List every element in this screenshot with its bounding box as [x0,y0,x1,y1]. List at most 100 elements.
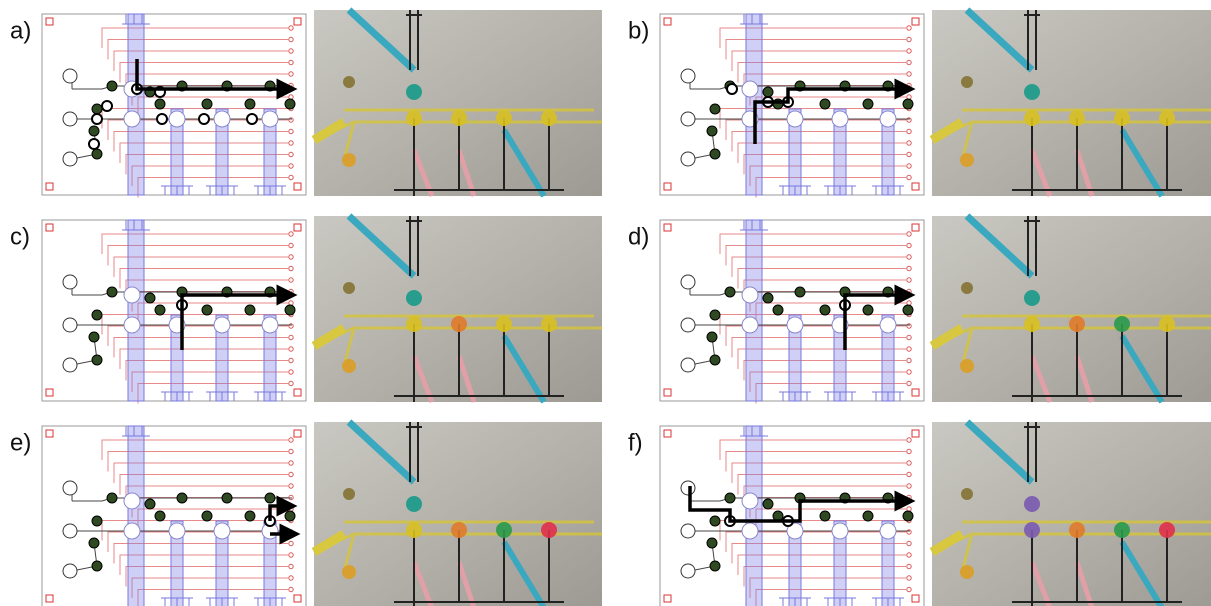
chamber-dye [1024,84,1040,100]
inlet-dot [343,76,355,88]
closed-valve [265,493,275,503]
chamber-dye [496,316,512,332]
chamber [262,317,278,333]
chamber [742,317,758,333]
closed-valve [177,493,187,503]
closed-valve [707,332,717,342]
inlet-dot [961,282,973,294]
chamber-dye [1024,110,1040,126]
closed-valve [92,149,102,159]
open-valve [89,139,99,149]
chamber [262,111,278,127]
chamber-dye [451,316,467,332]
chamber-dye [406,522,422,538]
red-port [289,129,293,133]
chamber [880,523,896,539]
closed-valve [89,126,99,136]
chamber-dye [1024,496,1040,512]
red-port [289,587,293,591]
red-port [907,175,911,179]
red-port [907,484,911,488]
closed-valve [903,511,913,521]
photo [314,216,602,402]
closed-valve [285,511,295,521]
red-port [289,449,293,453]
red-port [289,278,293,282]
photo [314,422,602,606]
chamber-dye [1069,316,1085,332]
chamber-dye [1069,522,1085,538]
red-port [907,530,911,534]
closed-valve [707,538,717,548]
chamber [880,111,896,127]
closed-valve [710,561,720,571]
inlet [681,564,695,578]
open-valve [157,114,167,124]
panel-label: c) [10,223,30,250]
red-port [289,335,293,339]
closed-valve [245,305,255,315]
blue-band [128,426,144,606]
closed-valve [222,493,232,503]
blue-band [746,426,762,606]
open-valve [92,114,102,124]
red-port [907,49,911,53]
chamber-dye [406,84,422,100]
chamber [787,111,803,127]
inlet-dot [342,565,356,579]
schematic [660,220,924,404]
inlet-dot [342,359,356,373]
chamber-dye [1159,110,1175,126]
red-port [907,449,911,453]
inlet-dot [960,153,974,167]
blue-band [128,14,144,195]
red-port [907,129,911,133]
photo [932,216,1211,402]
closed-valve [725,493,735,503]
closed-valve [155,511,165,521]
chamber [880,317,896,333]
red-port [289,152,293,156]
chamber-dye [496,110,512,126]
inlet-dot [961,488,973,500]
inlet [681,112,695,126]
open-valve [727,84,737,94]
red-port [907,576,911,580]
inlet-dot [960,565,974,579]
photo-bg [932,422,1211,606]
chamber-dye [1114,522,1130,538]
chamber [214,523,230,539]
panel-label: a) [10,17,31,44]
closed-valve [92,104,102,114]
schematic [660,14,924,198]
red-port [907,118,911,122]
inlet-dot [342,153,356,167]
red-port [289,118,293,122]
panel: b) [628,10,1211,198]
closed-valve [202,99,212,109]
closed-valve [92,561,102,571]
inlet [63,112,77,126]
red-port [289,461,293,465]
closed-valve [710,355,720,365]
chamber [742,81,758,97]
closed-valve [145,293,155,303]
red-port [907,335,911,339]
closed-valve [707,126,717,136]
inlet-dot [343,488,355,500]
closed-valve [710,149,720,159]
closed-valve [903,305,913,315]
chamber-dye [451,522,467,538]
closed-valve [763,293,773,303]
red-port [907,266,911,270]
closed-valve [710,310,720,320]
closed-valve [773,305,783,315]
red-port [907,347,911,351]
inlet-dot [960,359,974,373]
chamber [124,493,140,509]
inlet-dot [961,76,973,88]
red-port [907,381,911,385]
red-port [907,60,911,64]
chamber-dye [406,496,422,512]
red-port [907,358,911,362]
